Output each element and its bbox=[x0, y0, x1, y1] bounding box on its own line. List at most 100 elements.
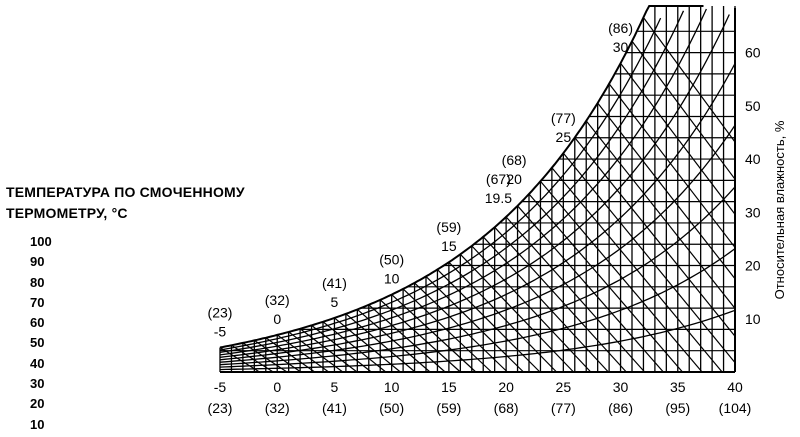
wet-bulb-line bbox=[368, 304, 446, 373]
wet-bulb-line bbox=[391, 294, 477, 373]
saturation-label-c: 20 bbox=[506, 171, 522, 187]
wet-bulb-line bbox=[539, 180, 703, 373]
rh-curve bbox=[219, 14, 730, 358]
x-tick-label-f: (32) bbox=[265, 400, 290, 416]
saturation-label-f: (77) bbox=[551, 110, 576, 126]
x-tick-label-c: 35 bbox=[670, 379, 686, 395]
left-value: 20 bbox=[30, 396, 45, 412]
saturation-label-f: (86) bbox=[608, 20, 633, 36]
wet-bulb-title-line-2: ТЕРМОМЕТРУ, °C bbox=[6, 205, 128, 221]
rh-curve bbox=[219, 63, 736, 361]
x-tick-label-f: (104) bbox=[719, 400, 752, 416]
wet-bulb-line bbox=[528, 193, 683, 373]
y-axis-label: Относительная влажность, % bbox=[772, 120, 787, 299]
wet-bulb-line bbox=[517, 205, 664, 373]
wet-bulb-line bbox=[448, 261, 557, 373]
left-value: 30 bbox=[30, 376, 45, 392]
y-tick-label: 50 bbox=[745, 98, 761, 114]
saturation-label-c: -5 bbox=[214, 324, 227, 340]
wet-bulb-line bbox=[608, 83, 736, 248]
wet-bulb-line bbox=[425, 276, 524, 373]
x-tick-label-c: 40 bbox=[727, 379, 743, 395]
y-tick-label: 10 bbox=[745, 311, 761, 327]
saturation-label-f: (23) bbox=[208, 305, 233, 321]
left-value: 100 bbox=[30, 234, 52, 249]
wet-bulb-line bbox=[311, 324, 372, 373]
wet-bulb-line bbox=[459, 253, 574, 373]
wet-bulb-line bbox=[482, 236, 609, 373]
x-tick-label-f: (77) bbox=[551, 400, 576, 416]
wet-bulb-line bbox=[345, 313, 416, 373]
saturation-label-f: (59) bbox=[436, 219, 461, 235]
wet-bulb-line bbox=[505, 216, 646, 373]
wet-bulb-line bbox=[322, 321, 387, 373]
x-tick-label-c: 30 bbox=[613, 379, 629, 395]
saturation-label-c: 25 bbox=[556, 129, 572, 145]
wet-bulb-line bbox=[379, 299, 461, 373]
rh-curve bbox=[219, 124, 736, 363]
left-value-list: 100 90 80 70 60 50 40 30 20 10 bbox=[30, 232, 52, 435]
wet-bulb-line bbox=[471, 245, 592, 373]
wet-bulb-line bbox=[642, 17, 736, 143]
y-tick-label: 60 bbox=[745, 45, 761, 61]
wet-bulb-line bbox=[219, 347, 260, 373]
saturation-line bbox=[219, 5, 704, 349]
x-tick-label-c: 5 bbox=[331, 379, 339, 395]
x-tick-label-f: (23) bbox=[208, 400, 233, 416]
chart-grid bbox=[219, 6, 736, 373]
wet-bulb-line bbox=[562, 152, 736, 363]
x-tick-label-c: 20 bbox=[498, 379, 514, 395]
chart-axes bbox=[220, 8, 736, 373]
saturation-label-c: 19.5 bbox=[485, 190, 512, 206]
wet-bulb-line bbox=[494, 226, 627, 373]
y-tick-label: 40 bbox=[745, 151, 761, 167]
y-tick-label: 20 bbox=[745, 258, 761, 274]
wet-bulb-line bbox=[585, 120, 736, 309]
wet-bulb-title-line-1: ТЕМПЕРАТУРА ПО СМОЧЕННОМУ bbox=[6, 184, 245, 200]
x-tick-label-c: -5 bbox=[214, 379, 227, 395]
x-tick-label-c: 15 bbox=[441, 379, 457, 395]
saturation-label-f: (68) bbox=[502, 152, 527, 168]
wet-bulb-line bbox=[631, 40, 736, 180]
wet-bulb-line bbox=[334, 317, 401, 373]
wet-bulb-line bbox=[574, 137, 736, 337]
wet-bulb-line bbox=[276, 334, 330, 373]
x-tick-label-c: 10 bbox=[384, 379, 400, 395]
saturation-labels: (23) -5 (32) 0 (41) 5 (50) 10 (59) 15 (67) 19.5 (68)… bbox=[208, 20, 633, 339]
x-tick-label-c: 0 bbox=[273, 379, 281, 395]
x-tick-label-f: (86) bbox=[608, 400, 633, 416]
x-axis-ticks: -5 (23) 0 (32) 5 (41) 10 (50) 15 (59) 20 (68) 25 (77)… bbox=[208, 379, 752, 416]
wet-bulb-line bbox=[356, 309, 431, 373]
x-tick-label-c: 25 bbox=[556, 379, 572, 395]
wet-bulb-line bbox=[231, 344, 274, 373]
left-value: 70 bbox=[30, 294, 45, 310]
left-value: 50 bbox=[30, 335, 45, 351]
x-tick-label-f: (50) bbox=[379, 400, 404, 416]
left-value: 90 bbox=[30, 254, 45, 270]
saturation-label-f: (67) bbox=[486, 171, 511, 187]
left-value: 60 bbox=[30, 315, 45, 331]
wet-bulb-line bbox=[253, 339, 302, 373]
saturation-label-c: 30 bbox=[613, 39, 629, 55]
wet-bulb-line bbox=[402, 288, 492, 373]
saturation-label-c: 5 bbox=[331, 294, 339, 310]
rh-curve bbox=[219, 186, 736, 366]
rh-curve bbox=[219, 8, 707, 356]
wet-bulb-line bbox=[265, 337, 316, 373]
wet-bulb-line bbox=[288, 331, 344, 373]
saturation-label-f: (32) bbox=[265, 292, 290, 308]
saturation-label-f: (50) bbox=[379, 252, 404, 268]
saturation-label-c: 0 bbox=[273, 311, 281, 327]
x-tick-label-f: (95) bbox=[665, 400, 690, 416]
saturation-label-c: 15 bbox=[441, 238, 457, 254]
y-tick-label: 30 bbox=[745, 204, 761, 220]
wet-bulb-line bbox=[597, 102, 736, 280]
left-value: 80 bbox=[30, 274, 45, 290]
x-tick-label-f: (59) bbox=[436, 400, 461, 416]
x-tick-label-f: (41) bbox=[322, 400, 347, 416]
saturation-curve bbox=[219, 5, 704, 349]
rh-curve bbox=[219, 248, 736, 368]
y-axis-ticks: 10 20 30 40 50 60 bbox=[745, 45, 761, 327]
left-value: 40 bbox=[30, 355, 45, 371]
